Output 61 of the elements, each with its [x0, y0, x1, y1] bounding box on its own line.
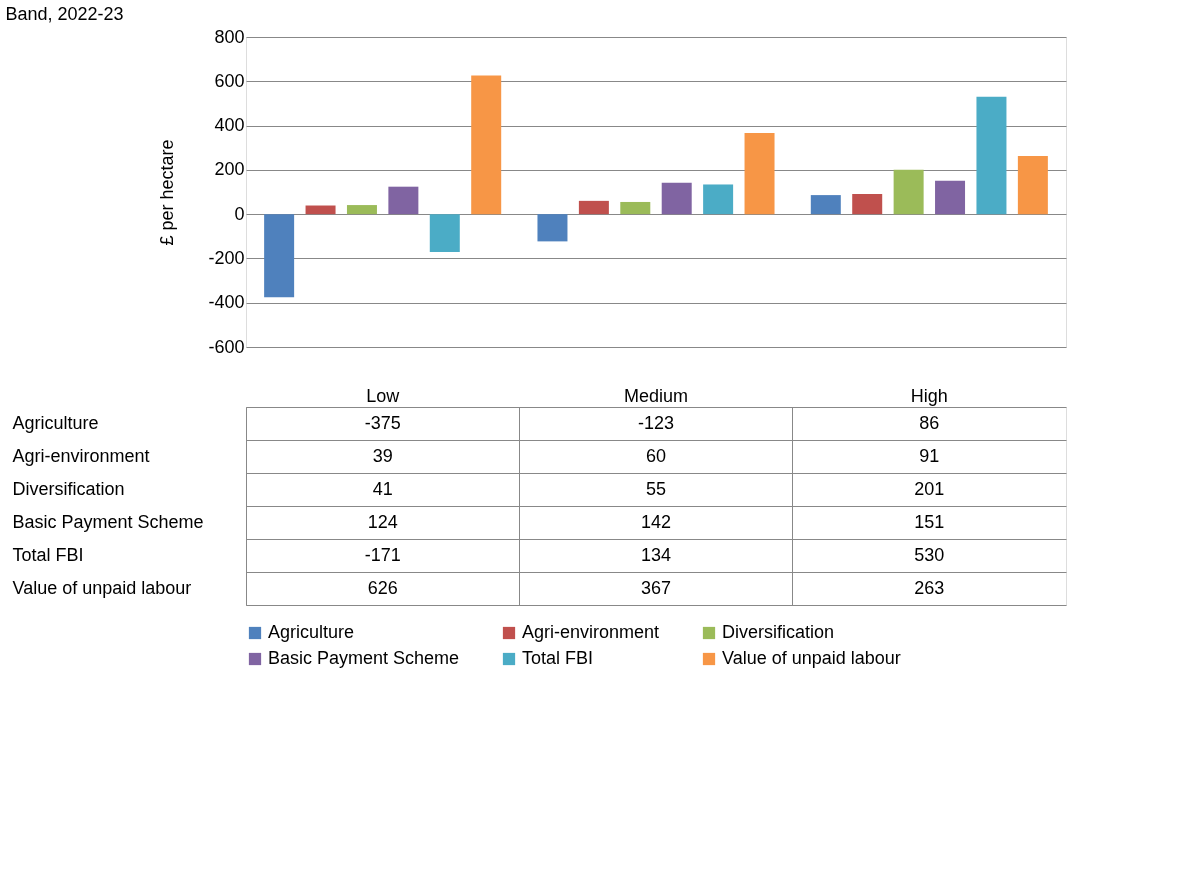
data-label: 367	[640, 577, 672, 598]
data-label: 626	[367, 577, 398, 598]
legend-label: Value of unpaid labour	[722, 648, 901, 668]
data-label: 124	[367, 511, 398, 532]
bar	[346, 205, 377, 215]
bar	[810, 195, 841, 215]
text: Agriculture	[12, 412, 99, 433]
bar	[935, 180, 966, 215]
x-tick-label: Medium	[623, 385, 689, 406]
y-tick-label: -600	[208, 336, 245, 357]
text: Diversification	[12, 478, 125, 499]
bar	[429, 214, 460, 253]
bar	[661, 182, 692, 215]
legend-label: Basic Payment Scheme	[268, 648, 460, 668]
data-label: 91	[919, 445, 940, 466]
bar	[471, 75, 502, 215]
y-tick-label: -400	[208, 292, 245, 313]
data-label: 134	[640, 544, 672, 565]
bar	[620, 201, 651, 215]
bar	[537, 214, 568, 242]
text: Value of unpaid labour	[12, 577, 192, 598]
data-label: 151	[914, 511, 945, 532]
text: Basic Payment Scheme	[12, 511, 204, 532]
x-tick-label: High	[910, 385, 948, 406]
data-label: 86	[919, 412, 940, 433]
y-tick-label: 0	[234, 203, 245, 224]
data-label: 142	[640, 511, 672, 532]
data-label: 201	[914, 478, 945, 499]
bar	[893, 169, 924, 215]
bar	[976, 96, 1007, 215]
data-label: 60	[645, 445, 667, 466]
y-tick-label: 800	[214, 26, 245, 47]
data-label: 41	[372, 478, 393, 499]
bar	[264, 214, 295, 298]
data-label: 530	[914, 544, 945, 565]
bar	[305, 205, 336, 215]
x-tick-label: Low	[366, 385, 401, 406]
bar	[578, 200, 609, 215]
bar	[1017, 155, 1048, 215]
data-label: 263	[914, 577, 945, 598]
bar	[703, 184, 734, 215]
bar	[744, 132, 775, 215]
legend-label: Agri-environment	[522, 622, 660, 642]
y-axis-title: £ per hectare	[156, 139, 177, 246]
y-tick-label: 600	[214, 70, 245, 91]
data-label: 55	[645, 478, 667, 499]
legend-label: Total FBI	[522, 648, 594, 668]
text: Total FBI	[12, 544, 84, 565]
y-tick-label: 400	[214, 115, 245, 136]
text: Band, 2022-23	[5, 3, 124, 24]
bar	[852, 193, 883, 215]
bar	[388, 186, 419, 215]
data-label: -171	[364, 544, 401, 565]
text: Agri-environment	[12, 445, 150, 466]
data-label: -123	[637, 412, 675, 433]
y-tick-label: -200	[208, 247, 245, 268]
legend-label: Diversification	[722, 622, 835, 642]
y-tick-label: 200	[214, 159, 245, 180]
data-label: 39	[372, 445, 393, 466]
legend-label: Agriculture	[268, 622, 355, 642]
data-label: -375	[364, 412, 401, 433]
